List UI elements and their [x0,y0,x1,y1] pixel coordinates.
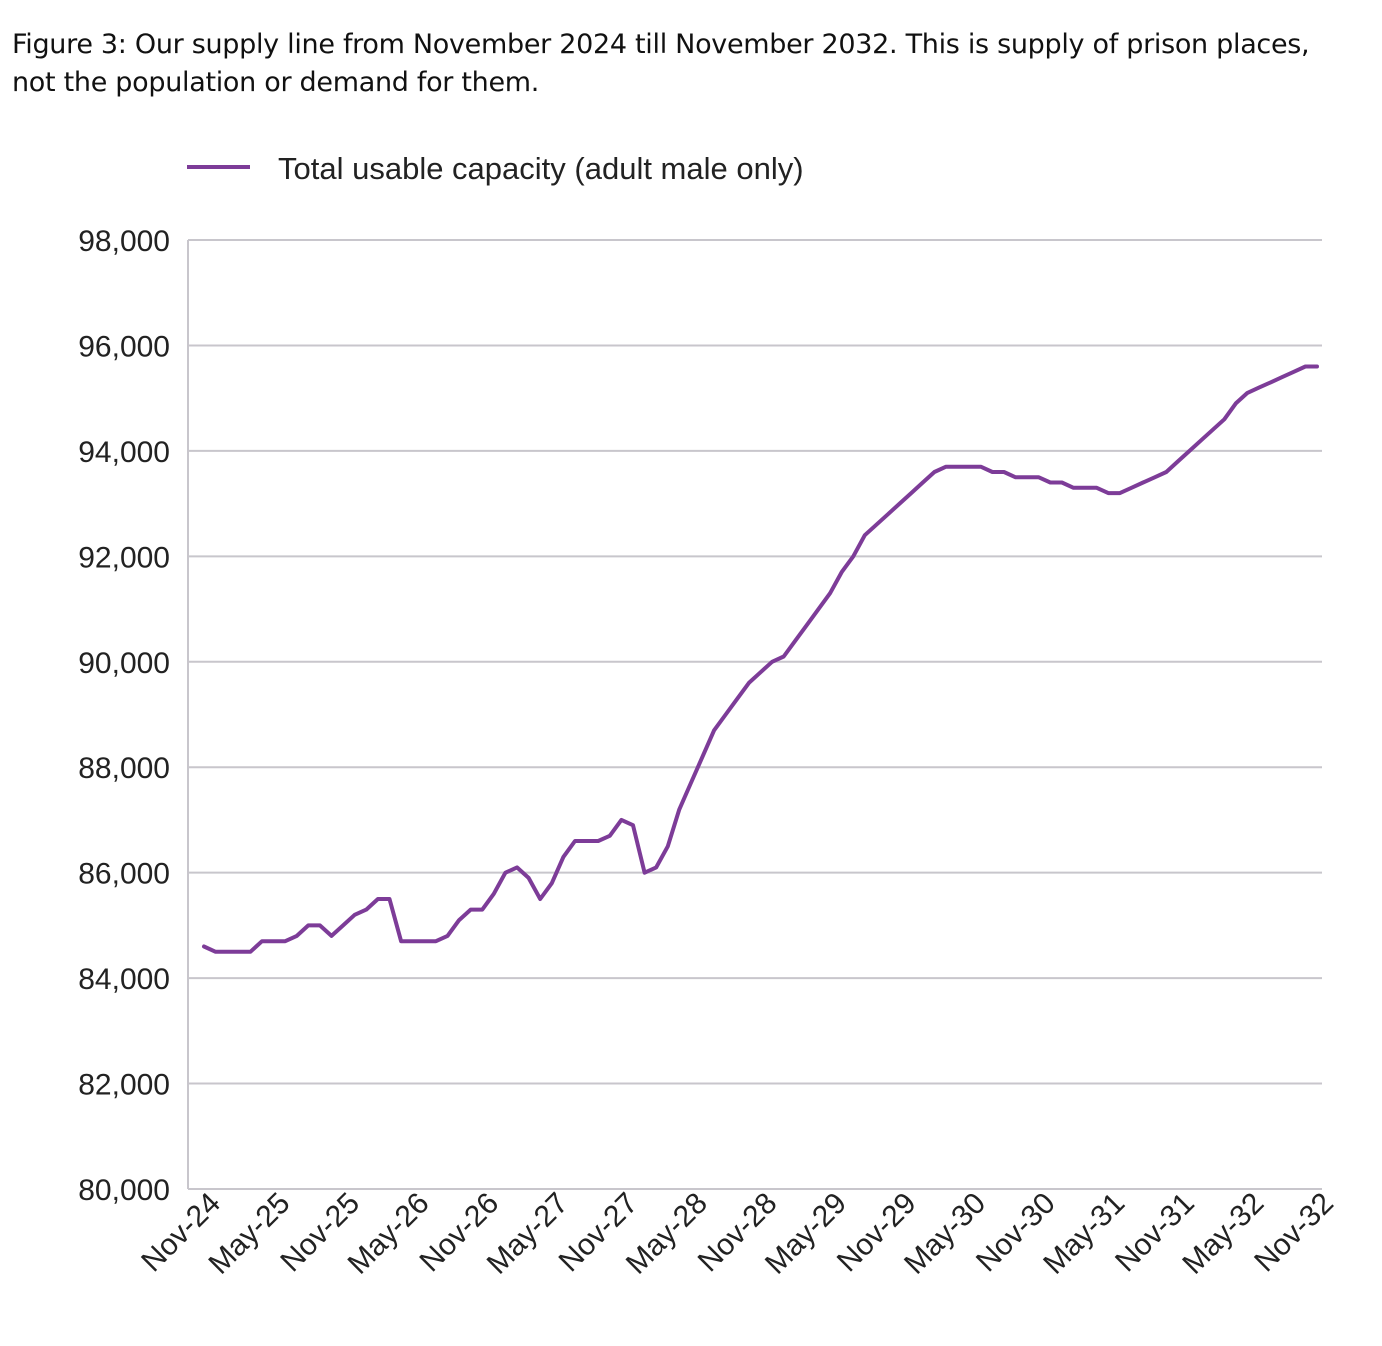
y-tick-label: 94,000 [78,436,170,469]
legend-label: Total usable capacity (adult male only) [278,151,804,186]
y-tick-label: 86,000 [78,858,170,891]
y-tick-label: 90,000 [78,647,170,680]
legend: Total usable capacity (adult male only) [187,151,804,186]
figure-caption: Figure 3: Our supply line from November … [12,29,1310,98]
y-tick-label: 96,000 [78,330,170,363]
series-total-usable-capacity [202,364,1319,954]
y-tick-label: 98,000 [78,225,170,258]
series-line [202,364,1319,954]
y-tick-label: 88,000 [78,752,170,785]
x-tick-label: Nov-32 [1248,1187,1340,1279]
y-tick-label: 84,000 [78,963,170,996]
y-tick-label: 82,000 [78,1069,170,1102]
x-axis-ticks: Nov-24May-25Nov-25May-26Nov-26May-27Nov-… [135,1187,1340,1281]
gridlines [188,239,1322,1190]
y-axis-ticks: 80,000 82,000 84,000 86,000 88,000 90,000 92,0… [78,225,170,1207]
y-tick-label: 92,000 [78,541,170,574]
y-tick-label: 80,000 [78,1174,170,1207]
